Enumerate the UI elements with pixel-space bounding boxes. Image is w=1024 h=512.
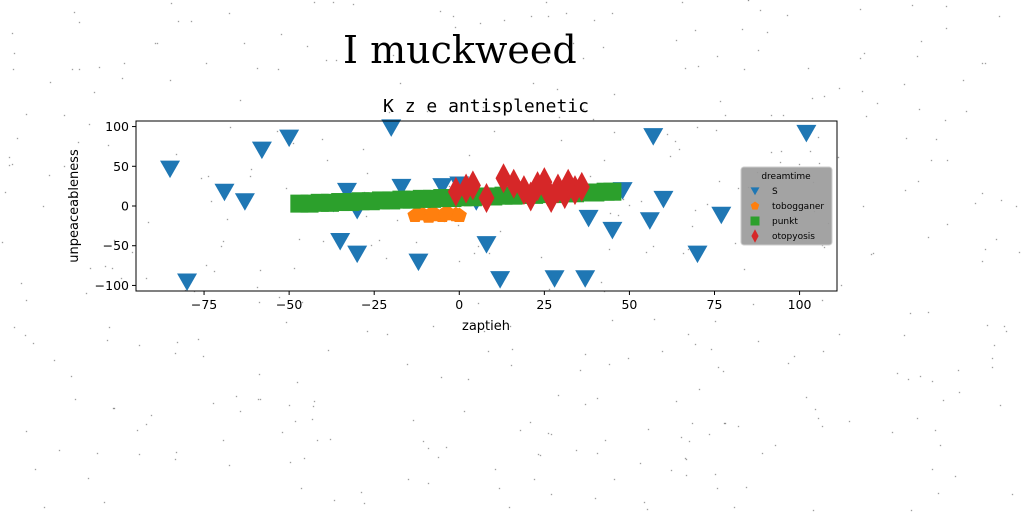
chart-marks: [160, 119, 817, 291]
legend-title: dreamtime: [761, 172, 811, 182]
x-tick-label: 75: [707, 297, 723, 312]
data-point: [432, 178, 453, 196]
y-axis: −100 −50 0 50 100: [95, 119, 136, 293]
data-point: [330, 232, 351, 251]
data-point: [214, 183, 235, 202]
data-point: [796, 124, 817, 143]
y-tick-label: −100: [95, 278, 129, 293]
legend-marker: [750, 216, 760, 226]
data-point: [447, 176, 464, 207]
data-point: [177, 273, 198, 291]
legend-entry: punkt: [772, 217, 798, 227]
legend-box: [740, 166, 833, 246]
legend-marker: [750, 187, 760, 196]
legend-marker: [750, 201, 760, 210]
legend-marker: [751, 229, 759, 243]
series-tobogganer: [407, 205, 467, 223]
data-point: [476, 236, 497, 254]
data-point: [391, 178, 412, 197]
data-point: [451, 207, 467, 222]
data-point: [234, 193, 255, 211]
data-point: [478, 183, 495, 214]
x-axis-label: zaptieh: [462, 319, 510, 334]
data-point: [602, 221, 623, 240]
legend-entry: otopyosis: [772, 232, 815, 242]
x-tick-label: −75: [191, 297, 217, 312]
chart-title: K z e antisplenetic: [383, 96, 589, 117]
data-point: [251, 141, 272, 160]
data-point: [643, 128, 664, 146]
data-point: [408, 253, 429, 272]
data-point: [711, 206, 732, 225]
data-point: [347, 245, 368, 264]
y-tick-label: −50: [103, 238, 129, 253]
page-title: I muckweed: [343, 28, 577, 72]
x-tick-label: −50: [276, 297, 302, 312]
data-point: [687, 245, 708, 264]
data-point: [603, 182, 622, 201]
data-point: [438, 205, 454, 220]
x-tick-label: 100: [788, 297, 812, 312]
data-point: [490, 271, 511, 289]
data-point: [424, 205, 440, 220]
data-point: [573, 171, 590, 202]
data-point: [160, 160, 181, 179]
series-otopyosis: [447, 163, 590, 214]
x-axis: −75 −50 −25 0 25 50 75 100: [191, 291, 812, 312]
data-point: [578, 209, 599, 228]
x-tick-label: 0: [455, 297, 463, 312]
data-point: [653, 190, 674, 209]
data-point: [639, 212, 660, 230]
data-point: [544, 270, 565, 288]
x-tick-label: −25: [361, 297, 387, 312]
data-point: [279, 129, 300, 148]
x-tick-label: 25: [536, 297, 552, 312]
legend-entry: S: [772, 187, 778, 197]
x-tick-label: 50: [621, 297, 637, 312]
data-point: [381, 119, 402, 137]
data-point: [575, 270, 596, 288]
y-tick-label: 100: [105, 119, 129, 134]
data-point: [336, 182, 357, 201]
data-point: [410, 205, 427, 220]
data-point: [464, 170, 481, 201]
legend-entry: tobogganer: [772, 202, 824, 212]
y-tick-label: 0: [121, 199, 129, 214]
y-tick-label: 50: [113, 159, 129, 174]
y-axis-label: unpeaceableness: [67, 149, 82, 263]
